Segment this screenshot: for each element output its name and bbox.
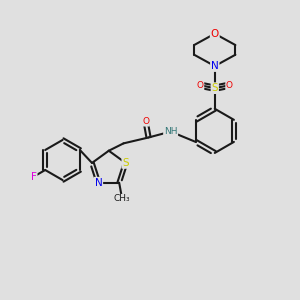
Text: S: S bbox=[122, 158, 129, 168]
Text: N: N bbox=[94, 178, 102, 188]
Text: O: O bbox=[142, 117, 149, 126]
Text: O: O bbox=[211, 29, 219, 39]
Text: NH: NH bbox=[164, 127, 177, 136]
Text: O: O bbox=[196, 81, 204, 90]
Text: F: F bbox=[31, 172, 37, 182]
Text: O: O bbox=[226, 81, 233, 90]
Text: N: N bbox=[211, 61, 219, 71]
Text: S: S bbox=[212, 83, 218, 93]
Text: CH₃: CH₃ bbox=[114, 194, 130, 203]
